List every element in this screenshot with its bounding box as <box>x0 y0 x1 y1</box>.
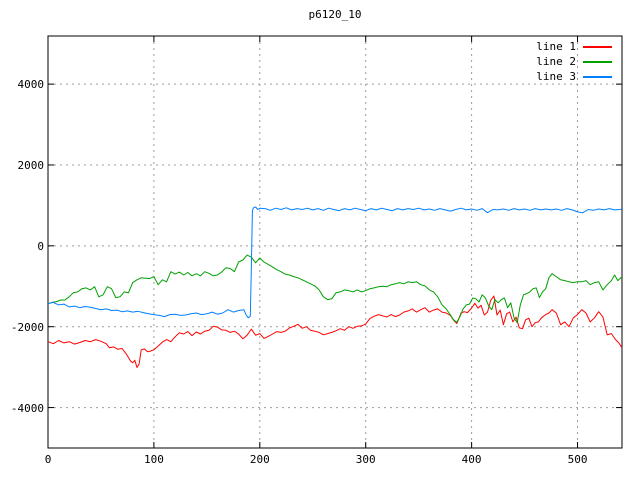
legend-row: line 1 <box>460 39 630 54</box>
series-line-3 <box>47 206 623 319</box>
x-tick-label: 400 <box>461 453 482 466</box>
x-tick-label: 100 <box>143 453 164 466</box>
legend-row: line 2 <box>460 54 630 69</box>
plot-border <box>47 35 623 449</box>
y-tick-label: 2000 <box>17 158 45 172</box>
legend-line-sample <box>583 46 612 48</box>
legend-label: line 2 <box>536 55 576 68</box>
legend: line 1 line 2 line 3 <box>460 39 630 84</box>
series-line-1 <box>47 295 623 368</box>
y-tick-label: 4000 <box>17 78 45 92</box>
legend-line-sample <box>583 61 612 63</box>
y-tick-label: 0 <box>37 239 44 253</box>
chart-title: p6120_10 <box>308 8 362 21</box>
legend-row: line 3 <box>460 69 630 84</box>
series-line-2 <box>47 254 623 324</box>
x-tick-label: 500 <box>567 453 588 466</box>
x-tick-label: 300 <box>355 453 376 466</box>
legend-line-sample <box>583 76 612 78</box>
y-tick-label: -2000 <box>10 320 44 334</box>
legend-label: line 1 <box>536 40 576 53</box>
x-tick-label: 0 <box>44 453 52 466</box>
x-tick-label: 200 <box>249 453 270 466</box>
y-tick-label: -4000 <box>10 401 44 415</box>
legend-label: line 3 <box>536 70 576 83</box>
